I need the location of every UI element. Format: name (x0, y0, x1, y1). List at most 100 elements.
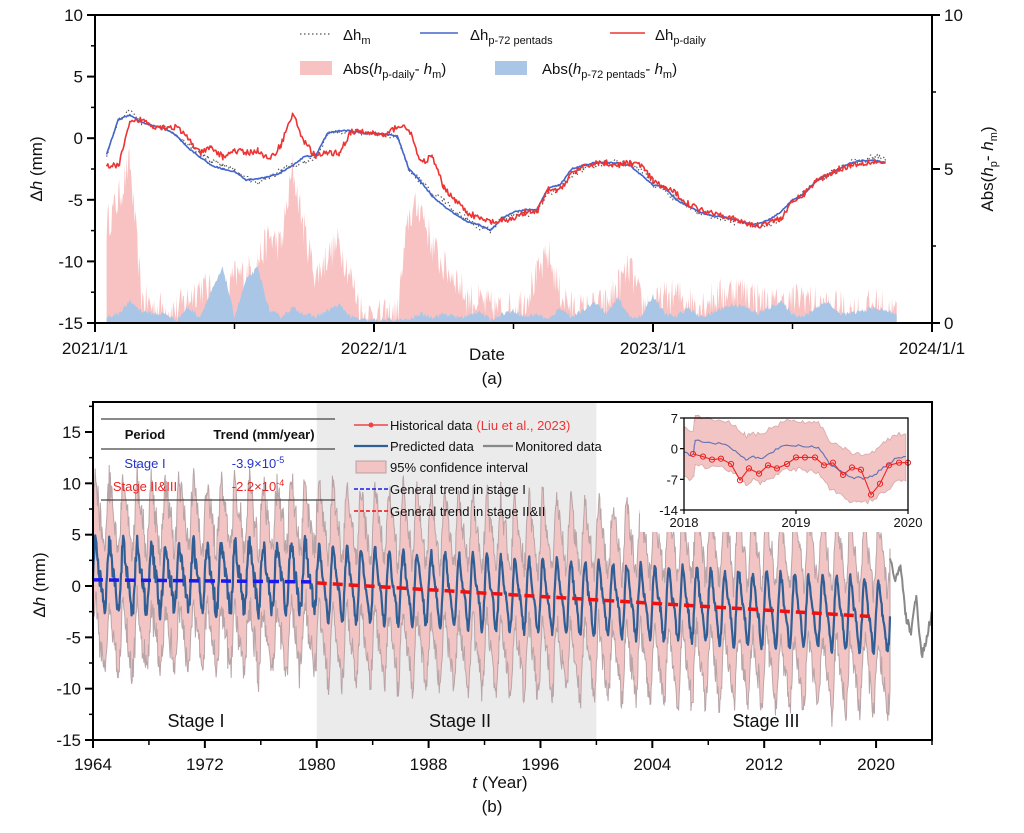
inset-y-ticks: 7 0 -7 -14 (659, 411, 684, 518)
inset-historical-point (876, 480, 884, 487)
area-abs-72pentads (106, 265, 897, 323)
y-tick-label: -10 (56, 680, 81, 699)
legend-item-monitored: Monitored data (483, 439, 602, 454)
inset-x-tick-label: 2019 (782, 515, 811, 530)
panel-a: 10 5 0 -5 -10 -15 10 5 0 2021/1/1 2022/1/1 2023/1… (27, 6, 1000, 388)
panel-a-y2-ticks: 10 5 0 (932, 6, 963, 333)
y-tick-label: 10 (64, 6, 83, 25)
line-dhp-72pentads (105, 113, 886, 232)
y2-tick-label: 5 (944, 160, 953, 179)
inset-historical-point (689, 450, 697, 458)
x-tick-label: 1996 (522, 755, 560, 774)
legend-label-monitored: Monitored data (515, 439, 602, 454)
y-tick-label: -10 (58, 252, 83, 271)
legend-label-abs-72: Abs(hp-72 pentads- hm) (542, 61, 677, 81)
panel-a-legend: Δhm Δhp-72 pentads Δhp-daily Abs(hp-dail… (300, 27, 706, 81)
legend-item-abs-daily: Abs(hp-daily- hm) (300, 61, 446, 81)
panel-a-y-ticks: 10 5 0 -5 -10 -15 (58, 6, 95, 333)
inset-historical-point (736, 477, 744, 484)
inset-historical-point (727, 460, 735, 468)
inset-historical-point (764, 462, 772, 469)
table-header-trend: Trend (mm/year) (213, 427, 314, 442)
panel-b-y-ticks: 15 10 5 0 -5 -10 -15 (56, 405, 93, 750)
legend-label-abs-daily: Abs(hp-daily- hm) (343, 61, 446, 81)
y2-tick-label: 0 (944, 314, 953, 333)
y-tick-label: -5 (68, 191, 83, 210)
panel-a-lines (105, 109, 887, 234)
line-dhp-daily (105, 112, 886, 229)
table-row: Stage I -3.9×10-5 (124, 455, 284, 471)
x-tick-label: 2023/1/1 (620, 339, 686, 358)
monitored-series (889, 558, 933, 658)
inset-y-tick-label: -7 (666, 472, 678, 487)
legend-label-trend23: General trend in stage II&II (390, 504, 545, 519)
table-cell-period: Stage II&III (113, 479, 177, 494)
inset-historical-point (755, 470, 763, 477)
legend-item-ci: 95% confidence interval (355, 460, 528, 475)
panel-b-x-ticks: 1964 1972 1980 1988 1996 2004 2012 2020 (74, 740, 933, 774)
y-tick-label: 15 (62, 423, 81, 442)
trend-line-stage-i (92, 578, 317, 584)
inset-historical-series (689, 450, 912, 498)
y-tick-label: -5 (66, 628, 81, 647)
panel-b-label: (b) (482, 797, 503, 816)
stage-ii-label: Stage II (429, 711, 491, 731)
y-tick-label: -15 (56, 731, 81, 750)
legend-swatch-abs-daily (300, 61, 332, 75)
table-cell-period: Stage I (124, 456, 165, 471)
table-header-period: Period (125, 427, 166, 442)
panel-a-areas (106, 148, 897, 323)
legend-item-historical: Historical data (Liu et al., 2023) (354, 418, 570, 433)
inset-y-tick-label: 7 (671, 411, 678, 426)
inset-historical-point (801, 454, 809, 461)
stage-i-label: Stage I (167, 711, 224, 731)
legend-item-predicted: Predicted data (354, 439, 475, 454)
legend-item-trend23: General trend in stage II&II (354, 504, 545, 519)
inset-chart: 7 0 -7 -14 2018 2019 2020 (640, 405, 925, 532)
legend-label-predicted: Predicted data (390, 439, 475, 454)
legend-item-dhm: Δhm (300, 27, 371, 47)
panel-a-x-ticks: 2021/1/1 2022/1/1 2023/1/1 2024/1/1 (62, 323, 965, 358)
inset-x-tick-label: 2018 (670, 515, 699, 530)
x-tick-label: 2012 (745, 755, 783, 774)
inset-historical-point (848, 464, 856, 471)
inset-x-ticks: 2018 2019 2020 (670, 510, 923, 530)
trend-line-stage-ii-iii (316, 581, 877, 619)
inset-historical-point (895, 459, 903, 466)
panel-b-y-axis-label: Δh (mm) (30, 552, 49, 617)
legend-label-ci: 95% confidence interval (390, 460, 528, 475)
x-tick-label: 2004 (633, 755, 671, 774)
legend-item-dhpd: Δhp-daily (610, 27, 706, 47)
inset-historical-point (885, 462, 893, 469)
panel-a-y-axis-label: Δh (mm) (27, 136, 46, 201)
inset-historical-point (839, 471, 847, 479)
y2-tick-label: 10 (944, 6, 963, 25)
table-cell-trend: -3.9×10-5 (232, 455, 284, 471)
y-tick-label: -15 (58, 314, 83, 333)
legend-item-trend1: General trend in stage I (354, 482, 526, 497)
x-tick-label: 1972 (186, 755, 224, 774)
line-dhm (106, 109, 887, 234)
inset-historical-point (708, 456, 716, 463)
inset-predicted-line (683, 439, 906, 480)
table-row: Stage II&III -2.2×10-4 (113, 478, 284, 494)
legend-label-dhp72: Δhp-72 pentads (470, 27, 553, 47)
trend-table: Period Trend (mm/year) Stage I -3.9×10-5… (101, 418, 335, 501)
y-tick-label: 10 (62, 474, 81, 493)
inset-historical-point (867, 491, 875, 498)
inset-historical-point (857, 466, 865, 473)
area-abs-daily (106, 148, 897, 323)
trend-lines (92, 578, 877, 619)
legend-swatch-abs-72 (495, 61, 527, 75)
y-tick-label: 0 (74, 129, 83, 148)
x-tick-label: 2021/1/1 (62, 339, 128, 358)
x-tick-label: 1980 (298, 755, 336, 774)
inset-x-tick-label: 2020 (894, 515, 923, 530)
panel-a-y2-axis-label: Abs(hp- hm) (978, 126, 1000, 211)
inset-historical-point (829, 459, 837, 466)
inset-historical-point (717, 455, 725, 462)
x-tick-label: 1988 (410, 755, 448, 774)
inset-historical-point (811, 454, 819, 461)
inset-historical-point (699, 453, 707, 460)
monitored-line (889, 558, 933, 658)
